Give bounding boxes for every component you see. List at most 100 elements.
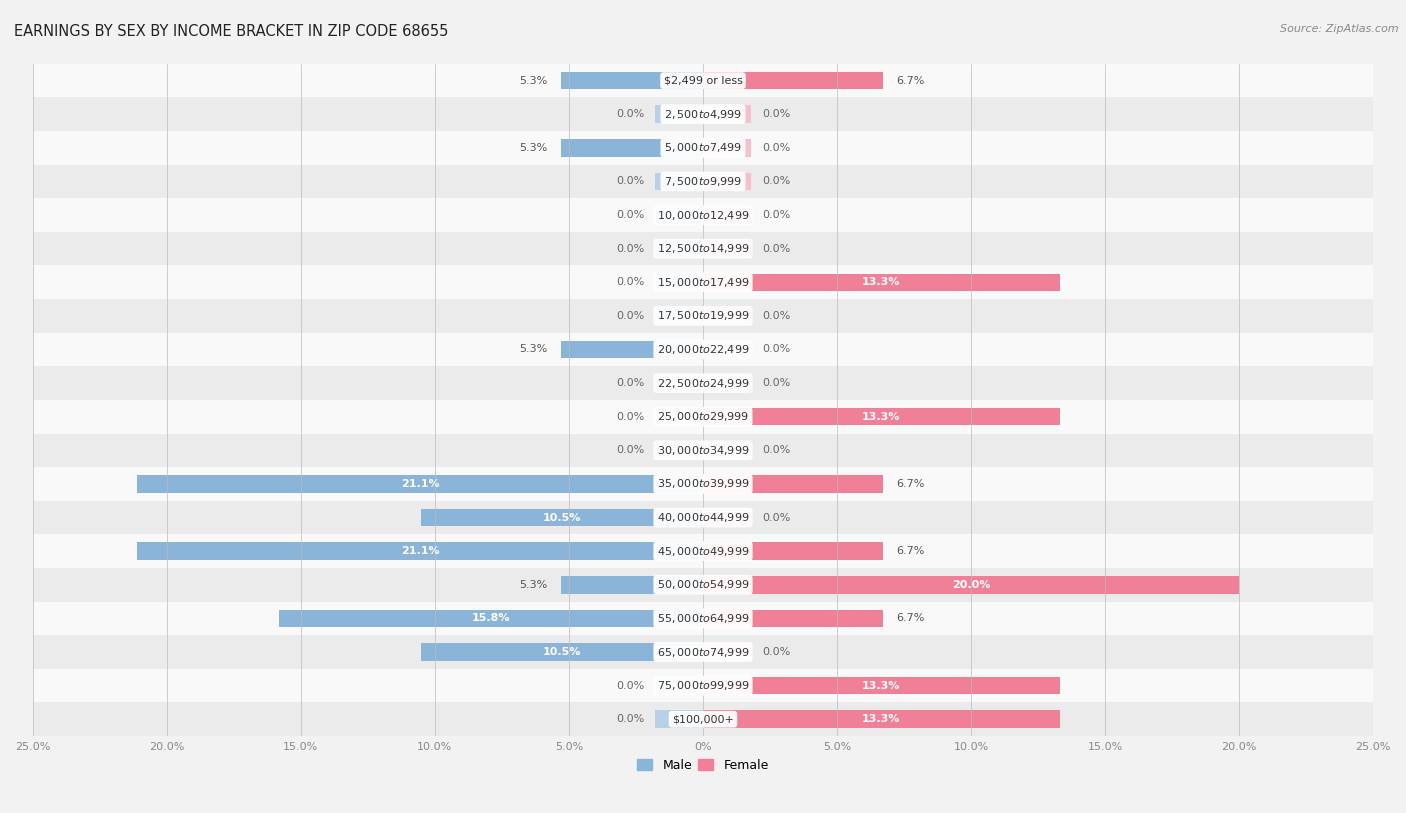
- Text: 13.3%: 13.3%: [862, 277, 900, 287]
- Bar: [32, 400, 1374, 433]
- Bar: [138, 542, 703, 560]
- Text: $40,000 to $44,999: $40,000 to $44,999: [657, 511, 749, 524]
- Text: 5.3%: 5.3%: [519, 76, 547, 85]
- Bar: [32, 669, 1374, 702]
- Text: $55,000 to $64,999: $55,000 to $64,999: [657, 612, 749, 625]
- Text: 0.0%: 0.0%: [616, 311, 644, 321]
- Text: 0.0%: 0.0%: [762, 647, 790, 657]
- Bar: [32, 635, 1374, 669]
- Bar: [703, 139, 751, 157]
- Bar: [703, 72, 883, 89]
- Text: 0.0%: 0.0%: [762, 109, 790, 120]
- Text: 21.1%: 21.1%: [401, 479, 440, 489]
- Bar: [703, 643, 751, 661]
- Bar: [703, 273, 1060, 291]
- Text: 0.0%: 0.0%: [616, 378, 644, 388]
- Text: Source: ZipAtlas.com: Source: ZipAtlas.com: [1281, 24, 1399, 34]
- Text: $12,500 to $14,999: $12,500 to $14,999: [657, 242, 749, 255]
- Bar: [32, 198, 1374, 232]
- Bar: [561, 576, 703, 593]
- Text: 0.0%: 0.0%: [616, 109, 644, 120]
- Legend: Male, Female: Male, Female: [633, 754, 773, 777]
- Text: $15,000 to $17,499: $15,000 to $17,499: [657, 276, 749, 289]
- Bar: [703, 610, 883, 627]
- Bar: [32, 333, 1374, 367]
- Text: 0.0%: 0.0%: [762, 210, 790, 220]
- Text: 0.0%: 0.0%: [616, 446, 644, 455]
- Bar: [561, 72, 703, 89]
- Text: $20,000 to $22,499: $20,000 to $22,499: [657, 343, 749, 356]
- Text: 5.3%: 5.3%: [519, 143, 547, 153]
- Bar: [703, 576, 1239, 593]
- Bar: [655, 240, 703, 258]
- Bar: [655, 207, 703, 224]
- Bar: [32, 63, 1374, 98]
- Bar: [32, 702, 1374, 736]
- Bar: [32, 266, 1374, 299]
- Bar: [703, 509, 751, 526]
- Text: $2,499 or less: $2,499 or less: [664, 76, 742, 85]
- Bar: [703, 374, 751, 392]
- Bar: [655, 273, 703, 291]
- Bar: [703, 172, 751, 190]
- Bar: [703, 106, 751, 123]
- Text: 0.0%: 0.0%: [616, 411, 644, 422]
- Text: $22,500 to $24,999: $22,500 to $24,999: [657, 376, 749, 389]
- Text: $45,000 to $49,999: $45,000 to $49,999: [657, 545, 749, 558]
- Text: 6.7%: 6.7%: [896, 613, 924, 624]
- Bar: [32, 131, 1374, 164]
- Text: $75,000 to $99,999: $75,000 to $99,999: [657, 679, 749, 692]
- Text: $65,000 to $74,999: $65,000 to $74,999: [657, 646, 749, 659]
- Text: 13.3%: 13.3%: [862, 411, 900, 422]
- Text: 6.7%: 6.7%: [896, 76, 924, 85]
- Text: $35,000 to $39,999: $35,000 to $39,999: [657, 477, 749, 490]
- Text: 0.0%: 0.0%: [762, 446, 790, 455]
- Text: 21.1%: 21.1%: [401, 546, 440, 556]
- Text: 13.3%: 13.3%: [862, 680, 900, 690]
- Bar: [280, 610, 703, 627]
- Bar: [703, 711, 1060, 728]
- Text: $100,000+: $100,000+: [672, 715, 734, 724]
- Bar: [32, 433, 1374, 467]
- Text: 0.0%: 0.0%: [616, 244, 644, 254]
- Text: 0.0%: 0.0%: [616, 210, 644, 220]
- Bar: [32, 98, 1374, 131]
- Bar: [655, 374, 703, 392]
- Text: $25,000 to $29,999: $25,000 to $29,999: [657, 411, 749, 424]
- Bar: [703, 207, 751, 224]
- Bar: [703, 408, 1060, 425]
- Text: 0.0%: 0.0%: [762, 345, 790, 354]
- Text: 0.0%: 0.0%: [616, 277, 644, 287]
- Bar: [703, 240, 751, 258]
- Text: 0.0%: 0.0%: [616, 715, 644, 724]
- Bar: [561, 139, 703, 157]
- Text: EARNINGS BY SEX BY INCOME BRACKET IN ZIP CODE 68655: EARNINGS BY SEX BY INCOME BRACKET IN ZIP…: [14, 24, 449, 39]
- Bar: [422, 509, 703, 526]
- Bar: [655, 441, 703, 459]
- Text: 0.0%: 0.0%: [762, 311, 790, 321]
- Bar: [703, 307, 751, 324]
- Bar: [703, 542, 883, 560]
- Text: 10.5%: 10.5%: [543, 512, 582, 523]
- Bar: [703, 341, 751, 359]
- Text: 5.3%: 5.3%: [519, 580, 547, 589]
- Bar: [32, 501, 1374, 534]
- Bar: [655, 408, 703, 425]
- Text: $30,000 to $34,999: $30,000 to $34,999: [657, 444, 749, 457]
- Text: $50,000 to $54,999: $50,000 to $54,999: [657, 578, 749, 591]
- Bar: [655, 711, 703, 728]
- Text: 20.0%: 20.0%: [952, 580, 990, 589]
- Text: $5,000 to $7,499: $5,000 to $7,499: [664, 141, 742, 154]
- Text: 10.5%: 10.5%: [543, 647, 582, 657]
- Bar: [655, 677, 703, 694]
- Text: 13.3%: 13.3%: [862, 715, 900, 724]
- Text: $7,500 to $9,999: $7,500 to $9,999: [664, 175, 742, 188]
- Bar: [32, 164, 1374, 198]
- Bar: [561, 341, 703, 359]
- Bar: [655, 307, 703, 324]
- Bar: [703, 677, 1060, 694]
- Bar: [32, 467, 1374, 501]
- Bar: [32, 232, 1374, 266]
- Text: $2,500 to $4,999: $2,500 to $4,999: [664, 107, 742, 120]
- Bar: [655, 172, 703, 190]
